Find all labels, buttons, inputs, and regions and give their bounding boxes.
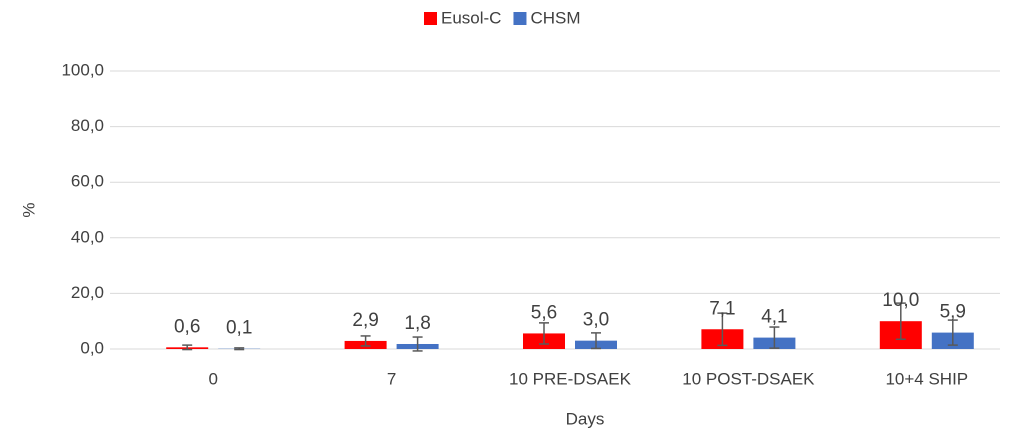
data-label: 0,1 [226,318,252,339]
data-label: 5,6 [531,302,557,323]
legend-swatch [513,12,527,25]
y-tick-label: 0,0 [80,338,104,357]
data-label: 5,9 [940,302,966,323]
x-tick-label: 7 [387,369,396,388]
data-label: 4,1 [761,307,787,328]
legend-swatch [424,12,437,25]
x-tick-label: 0 [208,369,217,388]
legend-label: Eusol-C [441,8,501,27]
y-tick-label: 80,0 [71,116,104,135]
y-tick-label: 100,0 [61,60,104,79]
data-label: 10,0 [882,290,919,311]
data-label: 3,0 [583,310,609,331]
x-tick-label: 10+4 SHIP [885,369,968,388]
y-axis-label: % [19,202,38,217]
data-label: 2,9 [352,310,378,331]
x-axis-label: Days [566,409,605,428]
data-label: 0,6 [174,316,200,337]
y-tick-label: 40,0 [71,227,104,246]
y-tick-label: 20,0 [71,283,104,302]
data-label: 7,1 [709,298,735,319]
y-tick-label: 60,0 [71,172,104,191]
legend-label: CHSM [530,8,580,27]
x-tick-label: 10 POST-DSAEK [682,369,815,388]
data-label: 1,8 [404,313,430,334]
x-tick-label: 10 PRE-DSAEK [509,369,632,388]
